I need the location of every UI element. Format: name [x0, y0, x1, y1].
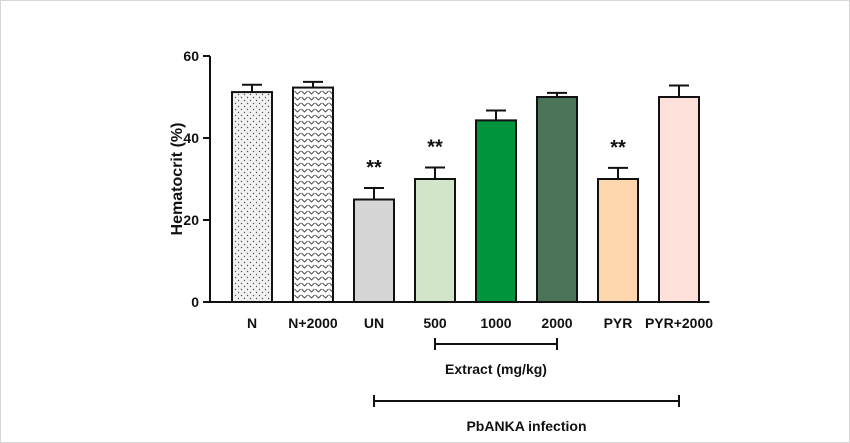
bar-500: [414, 178, 456, 303]
bar-1000: [475, 119, 517, 304]
category-label-un: UN: [364, 315, 384, 331]
category-label-n: N: [247, 315, 257, 331]
category-label-2000: 2000: [541, 315, 572, 331]
bar-pyr-2000: [658, 96, 700, 303]
category-label-pyr-2000: PYR+2000: [645, 315, 713, 331]
category-label-500: 500: [423, 315, 447, 331]
bar-2000: [536, 96, 578, 303]
y-tick-label-60: 60: [183, 48, 199, 64]
y-tick-label-20: 20: [183, 212, 199, 228]
y-tick-label-40: 40: [183, 130, 199, 146]
significance-un: **: [366, 157, 382, 179]
y-tick-label-0: 0: [191, 294, 199, 310]
category-label-n-2000: N+2000: [288, 315, 338, 331]
group-label-pbanka-infection: PbANKA infection: [466, 418, 586, 434]
category-label-pyr: PYR: [604, 315, 633, 331]
significance-pyr: **: [610, 137, 626, 159]
y-axis-label: Hematocrit (%): [169, 123, 186, 236]
bar-n-2000: [292, 86, 334, 303]
category-label-1000: 1000: [480, 315, 511, 331]
significance-500: **: [427, 137, 443, 159]
group-label-extract-mg-kg-: Extract (mg/kg): [445, 361, 547, 377]
bar-n: [231, 91, 273, 303]
bar-un: [353, 198, 395, 303]
bar-pyr: [597, 178, 639, 303]
